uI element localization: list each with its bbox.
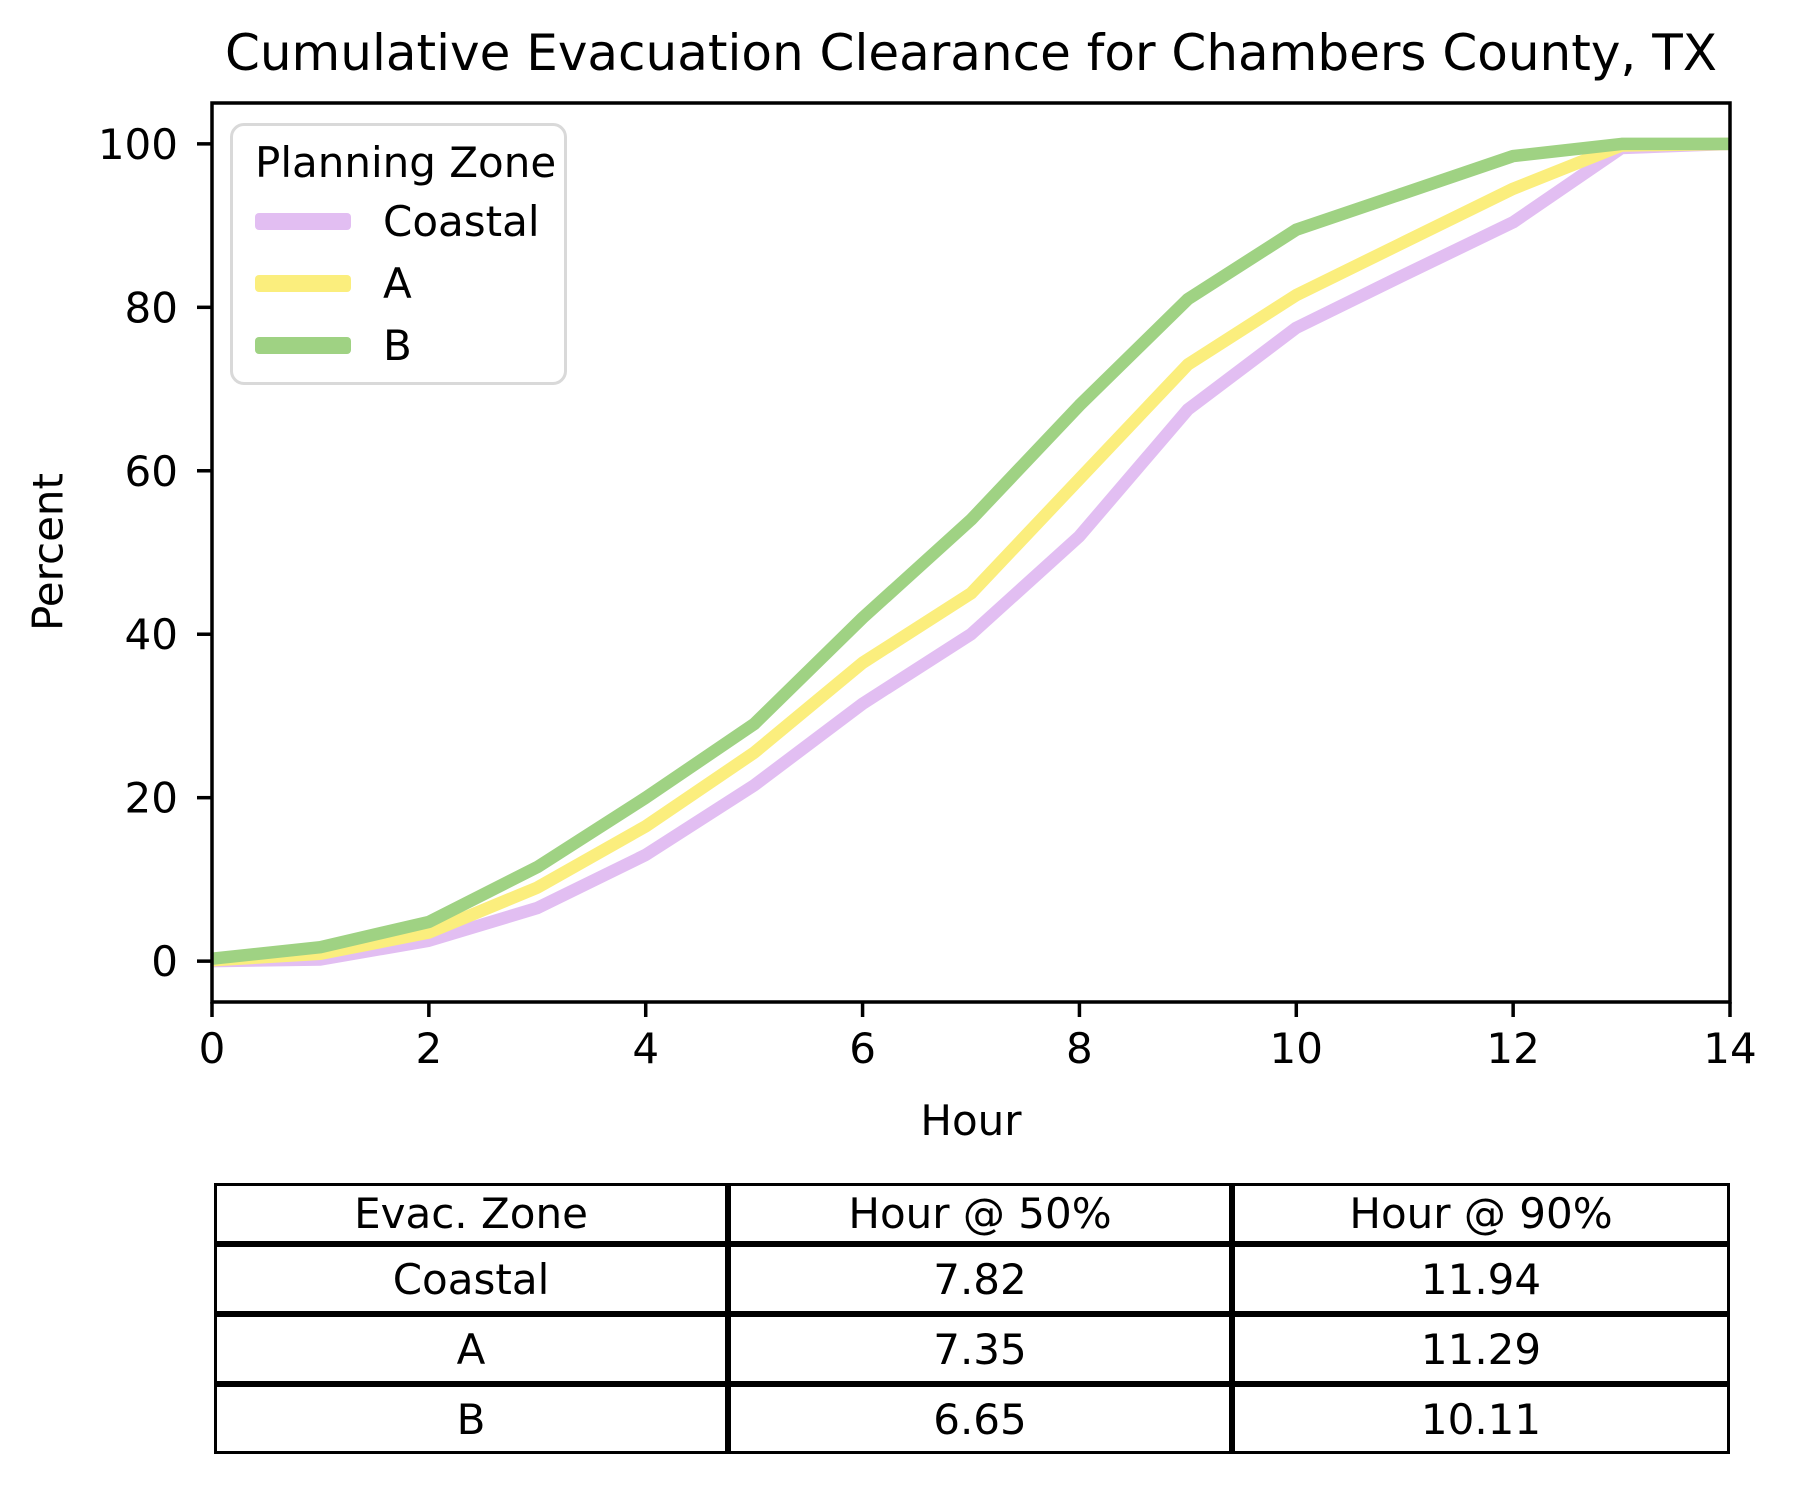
col-header-hour-50: Hour @ 50% [728, 1183, 1232, 1244]
cell-a-hour90: 11.29 [1232, 1314, 1730, 1384]
legend-item-coastal: Coastal [255, 190, 564, 252]
chart-title: Cumulative Evacuation Clearance for Cham… [224, 24, 1718, 82]
cell-coastal-hour90: 11.94 [1232, 1244, 1730, 1314]
y-tick-label-0: 0 [151, 937, 178, 986]
x-tick-label-4: 4 [632, 1024, 659, 1073]
cell-b-hour50: 6.65 [728, 1384, 1232, 1454]
cell-b-hour90: 10.11 [1232, 1384, 1730, 1454]
legend-label-coastal: Coastal [383, 196, 540, 246]
clearance-summary-table: Evac. Zone Hour @ 50% Hour @ 90% Coastal… [214, 1183, 1730, 1454]
x-tick-label-6: 6 [849, 1024, 876, 1073]
x-tick-label-0: 0 [199, 1024, 226, 1073]
x-axis-label: Hour [920, 1096, 1022, 1145]
table-row-b: B 6.65 10.11 [214, 1384, 1730, 1454]
series-line-a [211, 137, 1731, 967]
x-tick-label-2: 2 [415, 1024, 442, 1073]
cell-zone-a: A [214, 1314, 728, 1384]
legend-swatch-b [255, 336, 351, 354]
x-tick-label-12: 12 [1486, 1024, 1539, 1073]
x-tick-label-14: 14 [1703, 1024, 1756, 1073]
legend-label-b: B [383, 320, 412, 370]
legend-item-b: B [255, 314, 564, 376]
legend-swatch-coastal [255, 212, 351, 230]
cell-zone-coastal: Coastal [214, 1244, 728, 1314]
table-row-a: A 7.35 11.29 [214, 1314, 1730, 1384]
y-tick-label-100: 100 [98, 120, 178, 169]
y-tick-label-80: 80 [125, 283, 178, 332]
legend-item-a: A [255, 252, 564, 314]
x-tick-label-8: 8 [1066, 1024, 1093, 1073]
table-header-row: Evac. Zone Hour @ 50% Hour @ 90% [214, 1183, 1730, 1244]
col-header-evac-zone: Evac. Zone [214, 1183, 728, 1244]
series-line-coastal [211, 137, 1731, 968]
col-header-hour-90: Hour @ 90% [1232, 1183, 1730, 1244]
cell-coastal-hour50: 7.82 [728, 1244, 1232, 1314]
y-axis-label: Percent [23, 472, 73, 632]
cell-a-hour50: 7.35 [728, 1314, 1232, 1384]
legend-title: Planning Zone [255, 138, 557, 187]
y-tick-label-40: 40 [125, 610, 178, 659]
evacuation-clearance-chart: 0 2 4 6 8 10 12 14 0 20 40 60 80 100 [98, 101, 1757, 1073]
axes-frame [210, 101, 1732, 1004]
table-row-coastal: Coastal 7.82 11.94 [214, 1244, 1730, 1314]
y-tick-label-60: 60 [125, 447, 178, 496]
legend-label-a: A [383, 258, 412, 308]
x-tick-label-10: 10 [1270, 1024, 1323, 1073]
cell-zone-b: B [214, 1384, 728, 1454]
y-tick-label-20: 20 [125, 774, 178, 823]
legend: Planning Zone Coastal A B [230, 123, 567, 385]
series-line-b [211, 137, 1730, 965]
legend-swatch-a [255, 274, 351, 292]
